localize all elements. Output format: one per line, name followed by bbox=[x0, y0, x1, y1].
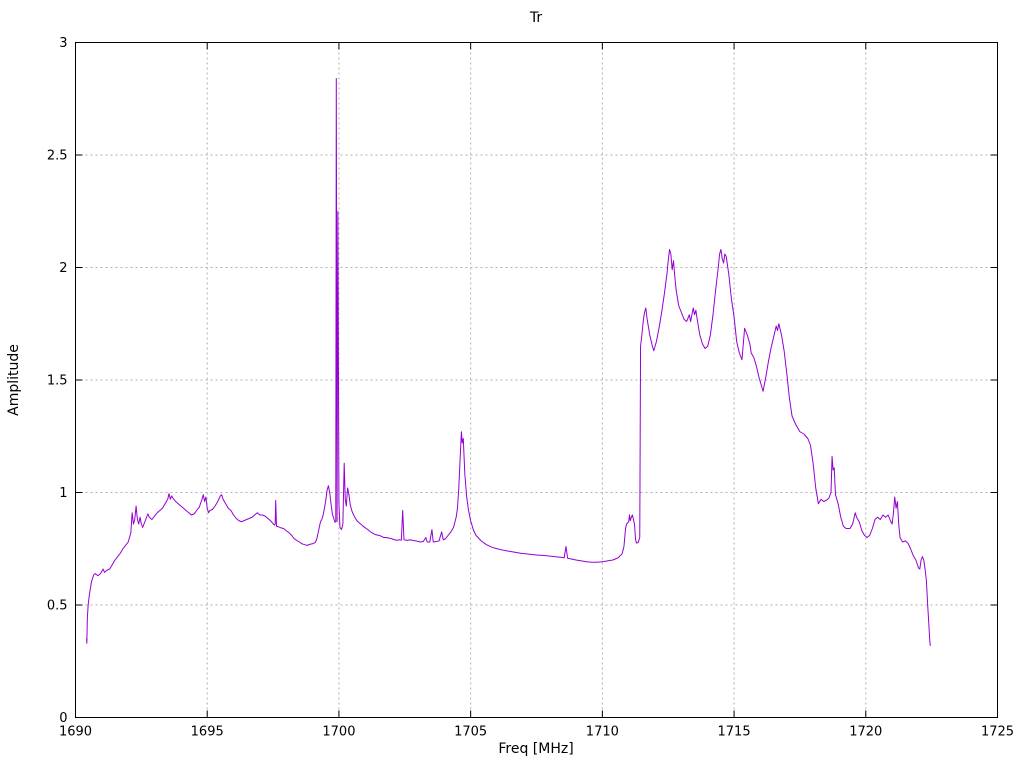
data-series-line bbox=[86, 78, 931, 646]
y-tick-label: 0 bbox=[59, 711, 67, 726]
y-tick-label: 0.5 bbox=[47, 599, 68, 614]
x-tick-label: 1700 bbox=[322, 725, 355, 740]
x-tick-label: 1725 bbox=[981, 725, 1014, 740]
chart-title: Tr bbox=[529, 10, 543, 26]
x-axis-label: Freq [MHz] bbox=[498, 741, 574, 757]
x-tick-label: 1690 bbox=[59, 725, 92, 740]
x-tick-label: 1695 bbox=[191, 725, 224, 740]
x-tick-label: 1720 bbox=[849, 725, 882, 740]
x-tick-label: 1710 bbox=[586, 725, 619, 740]
y-tick-label: 1 bbox=[59, 486, 67, 501]
x-tick-label: 1705 bbox=[454, 725, 487, 740]
y-tick-label: 1.5 bbox=[47, 374, 68, 389]
y-tick-label: 2 bbox=[59, 261, 67, 276]
y-tick-label: 2.5 bbox=[47, 149, 68, 164]
y-tick-label: 3 bbox=[59, 36, 67, 51]
x-tick-label: 1715 bbox=[718, 725, 751, 740]
